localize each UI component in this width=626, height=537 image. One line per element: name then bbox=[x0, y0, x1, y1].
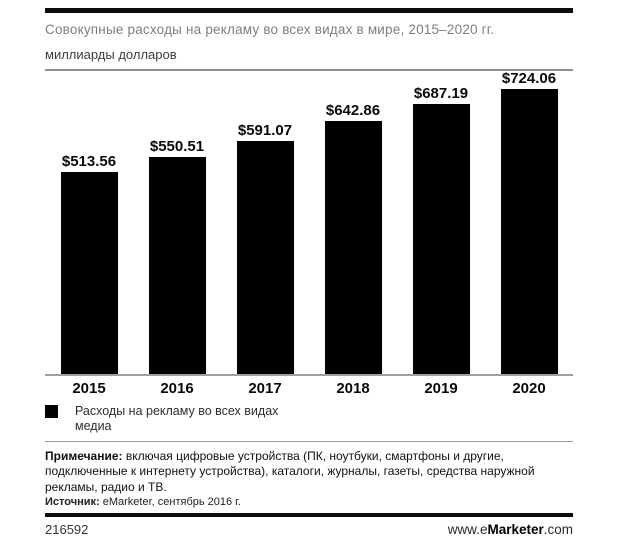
website-prefix: www.e bbox=[447, 522, 488, 537]
bar-column: $550.51 bbox=[133, 138, 221, 374]
bar bbox=[412, 104, 470, 374]
bar-value-label: $550.51 bbox=[149, 138, 205, 155]
bar-column: $591.07 bbox=[221, 122, 309, 374]
website-suffix: .com bbox=[543, 522, 573, 537]
source-body: eMarketer, сентябрь 2016 г. bbox=[99, 496, 241, 509]
chart-page: Совокупные расходы на рекламу во всех ви… bbox=[45, 8, 573, 537]
top-divider bbox=[45, 8, 573, 13]
x-axis-labels: 2015 2016 2017 2018 2019 2020 bbox=[45, 380, 573, 397]
bar-value-label: $687.19 bbox=[413, 85, 469, 102]
website-link[interactable]: www.eMarketer.com bbox=[448, 522, 573, 537]
bar-column: $724.06 bbox=[485, 70, 573, 374]
legend-swatch-icon bbox=[45, 405, 58, 418]
x-axis-tick-label: 2017 bbox=[248, 380, 282, 397]
bar bbox=[236, 141, 294, 374]
note-text: Примечание: включая цифровые устройства … bbox=[45, 449, 573, 495]
bars-area: $513.56 $550.51 $591.07 $642.86 $687.19 $724.… bbox=[45, 70, 573, 376]
bar-value-label: $724.06 bbox=[501, 70, 557, 87]
note-body: включая цифровые устройства (ПК, ноутбук… bbox=[45, 449, 535, 494]
bar-value-label: $513.56 bbox=[61, 153, 117, 170]
bar-column: $687.19 bbox=[397, 85, 485, 374]
x-axis-tick-label: 2020 bbox=[512, 380, 546, 397]
chart-id: 216592 bbox=[45, 522, 89, 537]
footer-row: 216592 www.eMarketer.com bbox=[45, 522, 573, 537]
website-bold: Marketer bbox=[487, 522, 544, 537]
bar bbox=[500, 89, 558, 374]
bar-column: $642.86 bbox=[309, 102, 397, 374]
x-axis-tick-label: 2019 bbox=[424, 380, 458, 397]
bar-value-label: $591.07 bbox=[237, 122, 293, 139]
note-label: Примечание: bbox=[45, 449, 123, 463]
x-axis-tick-label: 2016 bbox=[160, 380, 194, 397]
bar bbox=[148, 157, 206, 374]
bar-column: $513.56 bbox=[45, 153, 133, 374]
source-text: Источник: eMarketer, сентябрь 2016 г. bbox=[45, 496, 573, 508]
bar-value-label: $642.86 bbox=[325, 102, 381, 119]
bar bbox=[324, 121, 382, 374]
x-axis-tick-label: 2018 bbox=[336, 380, 370, 397]
source-label: Источник: bbox=[45, 496, 100, 509]
legend-divider bbox=[45, 441, 573, 442]
footer-divider bbox=[45, 513, 573, 518]
x-axis-tick-label: 2015 bbox=[72, 380, 106, 397]
chart-subtitle: миллиарды долларов bbox=[45, 47, 177, 62]
bar bbox=[60, 172, 118, 374]
chart-title: Совокупные расходы на рекламу во всех ви… bbox=[45, 22, 495, 37]
header-divider bbox=[45, 69, 573, 71]
legend-label: Расходы на рекламу во всех видах медиа bbox=[75, 404, 279, 433]
chart-legend: Расходы на рекламу во всех видах медиа bbox=[45, 404, 573, 434]
